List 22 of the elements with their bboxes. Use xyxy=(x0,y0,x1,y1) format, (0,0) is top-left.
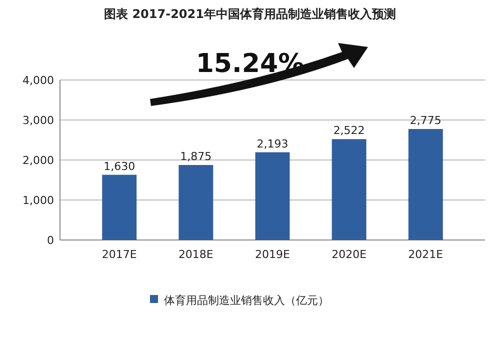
x-tick-label: 2021E xyxy=(408,248,444,261)
bar xyxy=(178,165,214,240)
x-tick-label: 2017E xyxy=(102,248,137,261)
bar xyxy=(408,129,443,240)
x-tick-label: 2019E xyxy=(255,248,290,261)
text: 1,630 xyxy=(104,160,136,173)
y-tick-label: 2,000 xyxy=(22,154,54,167)
text: 2,522 xyxy=(333,124,365,138)
bar xyxy=(102,174,137,240)
text: 2,193 xyxy=(256,137,288,150)
text: 2,775 xyxy=(410,114,442,127)
x-tick-label: 2018E xyxy=(178,248,214,261)
x-tick-label: 2020E xyxy=(332,248,367,261)
y-tick-label: 4,000 xyxy=(22,74,54,87)
y-tick-label: 1,000 xyxy=(22,194,54,207)
text: 1,875 xyxy=(180,150,212,163)
bar xyxy=(332,139,366,240)
bar xyxy=(255,152,290,240)
y-tick-label: 3,000 xyxy=(22,114,54,127)
chart-title: 图表 2017-2021年中国体育用品制造业销售收入预测 xyxy=(104,7,396,21)
legend-label: 体育用品制造业销售收入（亿元） xyxy=(164,294,329,307)
y-tick-label: 0 xyxy=(47,234,54,247)
